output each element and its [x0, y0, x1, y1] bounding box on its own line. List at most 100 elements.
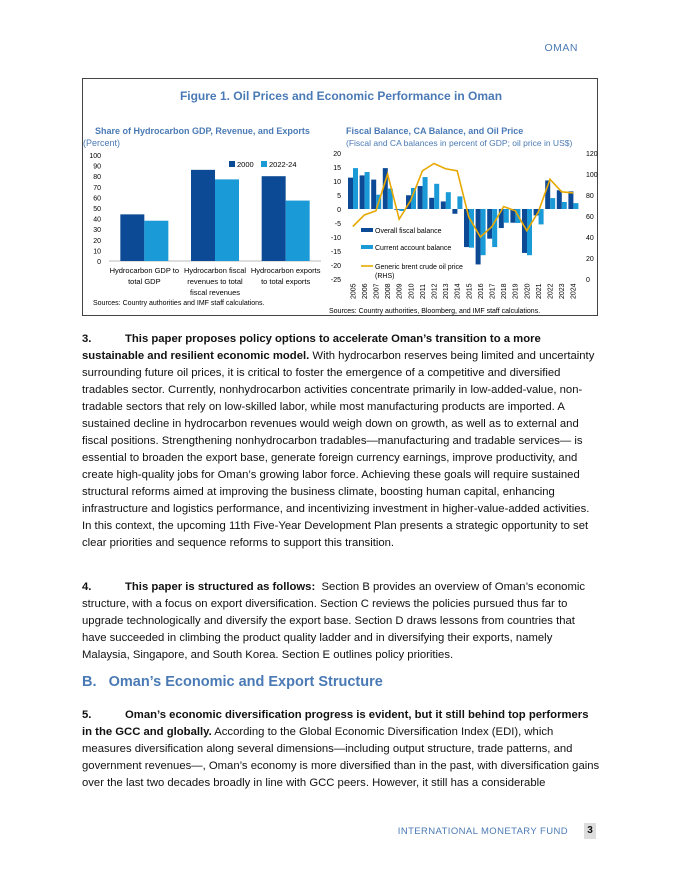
section-heading: B. Oman’s Economic and Export Structure [82, 674, 383, 690]
x-tick-label: Hydrocarbon exports [251, 266, 321, 275]
bar-ca-2005 [353, 168, 358, 209]
paragraph-number: 5. [82, 709, 92, 721]
bar-fiscal-2011 [417, 186, 423, 209]
bar-fiscal-2019 [510, 209, 516, 223]
bar-ca-2017 [492, 209, 498, 248]
y-tick-label: 30 [93, 227, 101, 234]
chart-source: Sources: Country authorities and IMF sta… [93, 300, 265, 307]
figure-title: Figure 1. Oil Prices and Economic Perfor… [180, 89, 502, 103]
x-tick-label: 2005 [350, 283, 357, 299]
x-tick-label: total GDP [128, 277, 161, 286]
figure-1: Figure 1. Oil Prices and Economic Perfor… [82, 78, 598, 316]
bar-fiscal-2017 [487, 209, 493, 239]
x-tick-label: 2020 [524, 283, 531, 299]
bar-fiscal-2014 [452, 209, 458, 214]
bar-ca-2023 [561, 202, 567, 209]
bar-ca-2012 [434, 183, 440, 209]
x-tick-label: fiscal revenues [190, 288, 240, 297]
bar-fiscal-2015 [464, 209, 469, 248]
paragraph-text: Section B provides an overview of Oman’s… [82, 581, 589, 661]
y-tick-label: 90 [93, 164, 101, 171]
bar-2022-24-0 [144, 220, 169, 261]
legend-swatch [261, 161, 267, 167]
paragraph-text: According to the Global Economic Diversi… [82, 726, 600, 789]
chart-title: Fiscal Balance, CA Balance, and Oil Pric… [346, 126, 523, 136]
y-tick-label: 10 [93, 248, 101, 255]
x-tick-label: 2019 [513, 283, 520, 299]
legend-label: Current account balance [375, 245, 451, 252]
footer-org: INTERNATIONAL MONETARY FUND [397, 826, 568, 837]
legend-swatch [361, 245, 373, 249]
bar-ca-2024 [573, 203, 579, 209]
paragraph-3: 3. This paper proposes policy options to … [82, 331, 600, 552]
x-tick-label: 2018 [501, 283, 508, 299]
bar-fiscal-2018 [498, 209, 504, 229]
bar-fiscal-2006 [359, 175, 365, 209]
bar-fiscal-2010 [406, 195, 411, 209]
x-tick-label: 2013 [443, 283, 450, 299]
y-tick-label: 80 [93, 174, 101, 181]
y-tick-label: -15 [331, 249, 341, 256]
x-tick-label: 2017 [490, 283, 497, 299]
page-number: 3 [584, 823, 596, 839]
x-tick-label: 2006 [362, 283, 369, 299]
y-tick-label: -10 [331, 235, 341, 242]
legend-label: Generic brent crude oil price [375, 264, 463, 271]
y-tick-label: 10 [333, 179, 341, 186]
bar-fiscal-2020 [522, 209, 527, 253]
y-tick-label: 20 [93, 238, 101, 245]
bar-ca-2020 [527, 209, 532, 256]
y-tick-label: 40 [93, 217, 101, 224]
y-tick-label: 5 [337, 193, 341, 200]
bar-2000-0 [120, 214, 145, 261]
bar-fiscal-2021 [533, 209, 539, 216]
running-header: OMAN [544, 42, 578, 54]
y2-tick-label: 20 [586, 256, 594, 263]
bar-ca-2011 [422, 177, 428, 209]
x-tick-label: to total exports [261, 277, 310, 286]
y2-tick-label: 40 [586, 235, 594, 242]
y-tick-label: 60 [93, 195, 101, 202]
y-tick-label: -5 [335, 221, 341, 228]
bar-ca-2013 [445, 192, 451, 209]
y-tick-label: 15 [333, 165, 341, 172]
chart-subtitle: (Fiscal and CA balances in percent of GD… [346, 138, 572, 148]
paragraph-lead: This paper is structured as follows: [125, 581, 316, 593]
x-tick-label: 2012 [432, 283, 439, 299]
y-tick-label: -20 [331, 263, 341, 270]
x-tick-label: 2016 [478, 283, 485, 299]
paragraph-5: 5. Oman’s economic diversification progre… [82, 707, 600, 792]
oil-price-line [352, 162, 574, 239]
bar-ca-2014 [457, 196, 463, 209]
bar-ca-2021 [538, 209, 544, 225]
legend-label: 2000 [237, 160, 254, 169]
bar-fiscal-2007 [371, 179, 377, 209]
legend-swatch [361, 228, 373, 232]
x-tick-label: 2021 [536, 283, 543, 299]
bar-ca-2009 [399, 209, 405, 211]
paragraph-number: 4. [82, 581, 92, 593]
bar-2000-2 [261, 176, 286, 261]
legend-label: 2022-24 [269, 160, 297, 169]
bar-2022-24-1 [215, 179, 239, 261]
bar-fiscal-2005 [348, 177, 353, 209]
x-tick-label: 2023 [559, 283, 566, 299]
bar-2022-24-2 [285, 200, 310, 261]
x-tick-label: 2022 [548, 283, 555, 299]
y2-tick-label: 80 [586, 193, 594, 200]
paragraph-4: 4. This paper is structured as follows: S… [82, 579, 600, 664]
bar-2000-1 [191, 169, 215, 261]
legend-label: Overall fiscal balance [375, 228, 442, 235]
bar-fiscal-2024 [568, 191, 574, 209]
bar-fiscal-2023 [556, 190, 562, 209]
bar-fiscal-2016 [475, 209, 481, 265]
bar-fiscal-2022 [545, 180, 551, 209]
figure-charts: Figure 1. Oil Prices and Economic Perfor… [83, 89, 598, 315]
bar-ca-2008 [387, 188, 393, 209]
y-tick-label: 100 [89, 153, 101, 160]
y-tick-label: 70 [93, 185, 101, 192]
y-tick-label: -25 [331, 277, 341, 284]
x-tick-label: 2015 [466, 283, 473, 299]
bar-ca-2018 [503, 209, 509, 223]
